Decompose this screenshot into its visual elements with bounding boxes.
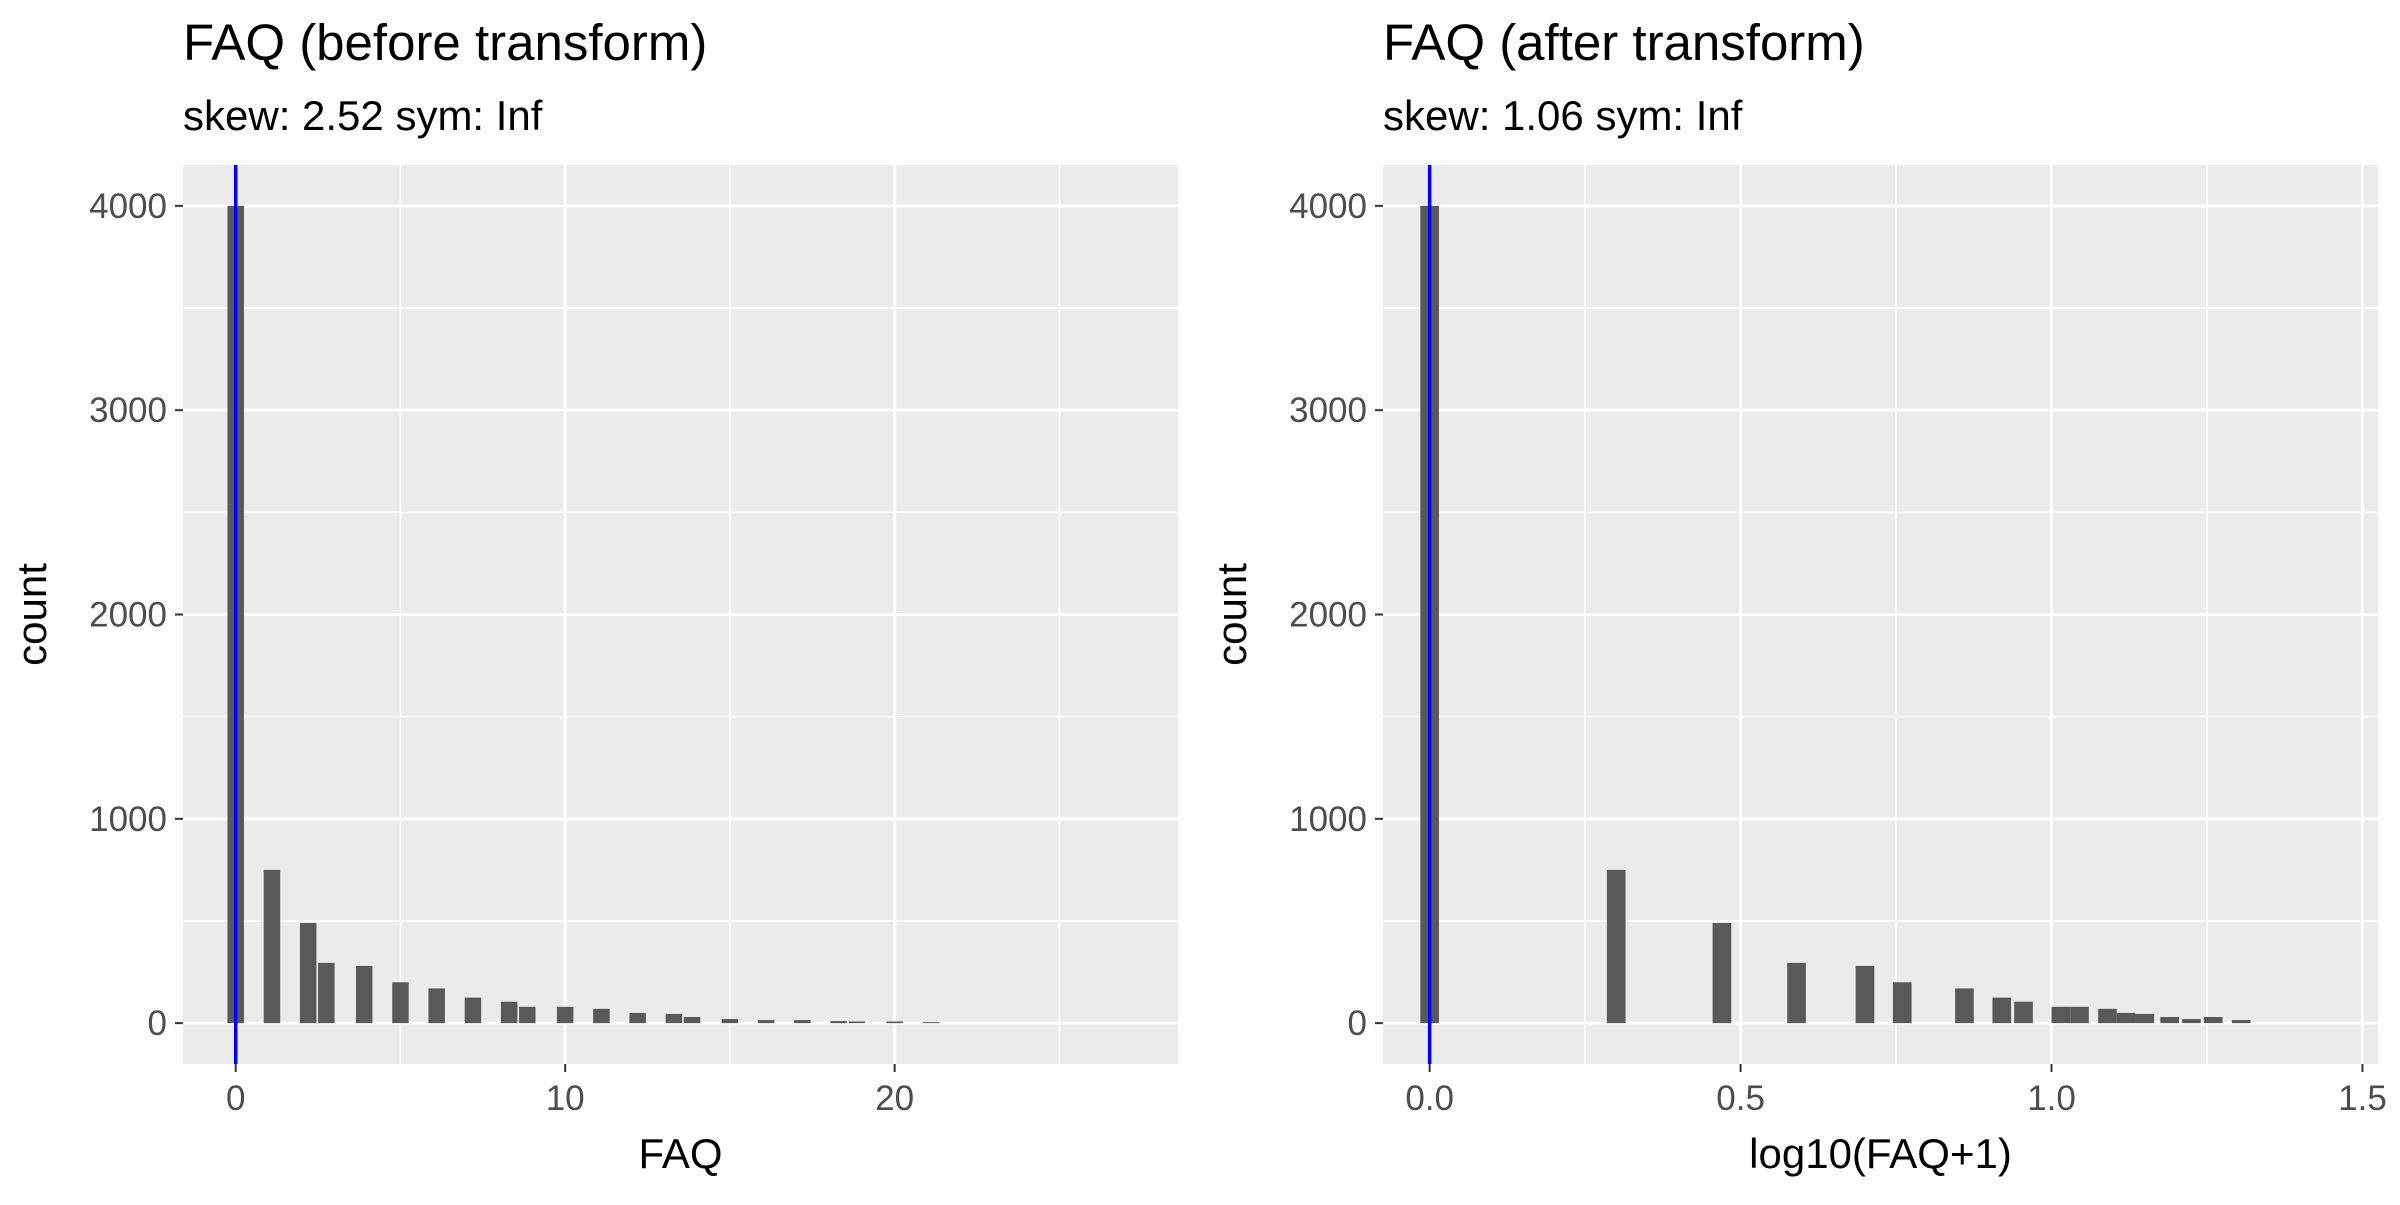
histogram-bar <box>318 962 335 1024</box>
y-tick-label: 2000 <box>89 596 167 635</box>
histogram-bar <box>2231 1020 2251 1024</box>
chart-title: FAQ (before transform) <box>183 14 707 71</box>
histogram-bar <box>757 1020 775 1024</box>
y-tick-label: 1000 <box>1289 800 1367 839</box>
chart-subtitle: skew: 2.52 sym: Inf <box>183 92 543 139</box>
histogram-bar <box>721 1019 739 1024</box>
histogram-bar <box>2070 1006 2089 1024</box>
histogram-bar <box>830 1021 847 1024</box>
histogram-bar <box>2203 1017 2223 1024</box>
histogram-bar <box>392 982 409 1024</box>
histogram-bar <box>428 988 445 1024</box>
y-tick-label: 3000 <box>1289 391 1367 430</box>
y-tick-label: 0 <box>148 1004 167 1043</box>
histogram-bar <box>1787 962 1806 1024</box>
histogram-bar <box>1712 923 1732 1024</box>
histogram-bar <box>1955 988 1974 1024</box>
histogram-bar <box>299 923 317 1024</box>
y-tick-label: 4000 <box>89 187 167 226</box>
histogram-bar <box>355 965 373 1024</box>
x-axis-title: log10(FAQ+1) <box>1749 1130 2012 1177</box>
histogram-bar <box>2098 1008 2117 1024</box>
histogram-bar <box>665 1013 683 1024</box>
histogram-bar <box>848 1021 866 1024</box>
y-axis-title: count <box>1208 563 1255 666</box>
histogram-bar <box>1992 997 2012 1024</box>
histogram-bar <box>593 1008 610 1024</box>
x-axis-title: FAQ <box>638 1130 722 1177</box>
y-tick-label: 0 <box>1348 1004 1367 1043</box>
histogram-bar <box>519 1006 536 1024</box>
histogram-bar <box>1892 982 1912 1024</box>
x-tick-label: 1.5 <box>2338 1079 2387 1118</box>
histogram-bar <box>683 1017 701 1024</box>
y-tick-label: 4000 <box>1289 187 1367 226</box>
histogram-bar <box>629 1012 646 1024</box>
x-tick-label: 10 <box>546 1079 585 1118</box>
histogram-bar <box>2051 1006 2071 1024</box>
y-axis-title: count <box>8 563 55 666</box>
x-tick-label: 0 <box>226 1079 245 1118</box>
histogram-bar <box>1855 965 1875 1024</box>
histogram-bar <box>794 1020 811 1024</box>
x-tick-label: 0.0 <box>1405 1079 1454 1118</box>
histogram-bar <box>2160 1017 2179 1024</box>
histogram-bar <box>500 1001 518 1024</box>
histogram-bar <box>2014 1001 2033 1024</box>
y-tick-label: 2000 <box>1289 596 1367 635</box>
histogram-bar <box>1606 869 1626 1024</box>
histogram-bar <box>2116 1012 2136 1024</box>
histogram-bar <box>263 869 281 1024</box>
x-tick-label: 0.5 <box>1716 1079 1765 1118</box>
histogram-bar <box>2182 1019 2201 1024</box>
chart-title: FAQ (after transform) <box>1383 14 1865 71</box>
histogram-bar <box>464 997 482 1024</box>
y-tick-label: 1000 <box>89 800 167 839</box>
histogram-bar <box>2135 1013 2155 1024</box>
histogram-bar <box>556 1006 574 1024</box>
x-tick-label: 1.0 <box>2027 1079 2076 1118</box>
chart-subtitle: skew: 1.06 sym: Inf <box>1383 92 1743 139</box>
histogram-bar <box>922 1022 940 1024</box>
x-tick-label: 20 <box>875 1079 914 1118</box>
histogram-bar <box>886 1021 903 1024</box>
y-tick-label: 3000 <box>89 391 167 430</box>
